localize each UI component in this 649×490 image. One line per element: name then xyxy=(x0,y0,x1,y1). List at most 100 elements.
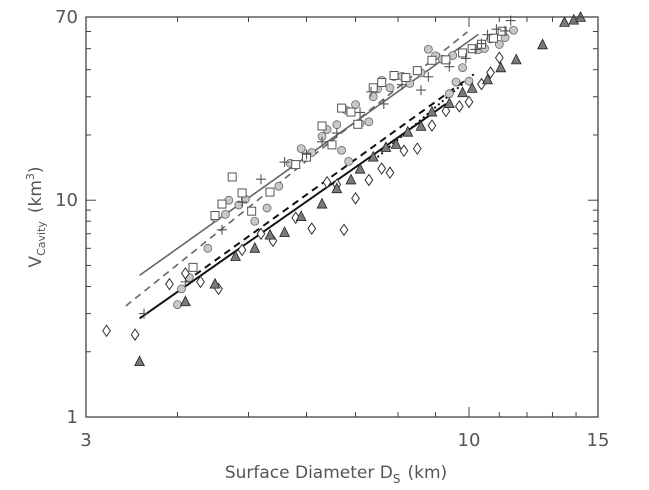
x-axis-title: Surface Diameter DS (km) xyxy=(225,463,447,486)
plus-marker xyxy=(476,38,487,49)
triangle-marker xyxy=(179,295,191,307)
axis-ticks xyxy=(85,16,599,418)
plus-marker xyxy=(139,308,150,319)
circle-marker xyxy=(364,117,374,127)
square-marker xyxy=(337,103,347,113)
triangle-marker xyxy=(415,120,427,131)
diamond-marker xyxy=(351,191,360,205)
triangle-marker xyxy=(331,182,343,194)
diamond-marker xyxy=(165,277,174,291)
triangle-marker xyxy=(402,125,414,137)
square-marker xyxy=(227,172,237,182)
y-axis-title-unit-sup: 3 xyxy=(24,173,37,180)
square-marker xyxy=(317,121,327,131)
plus-marker xyxy=(491,24,502,35)
diamond-marker xyxy=(464,95,474,109)
plus-marker xyxy=(355,107,366,118)
square-marker xyxy=(237,188,247,198)
triangle-marker xyxy=(390,137,402,149)
square-marker xyxy=(412,66,422,76)
square-marker xyxy=(427,55,437,65)
diamond-marker xyxy=(322,175,332,189)
diamond-marker xyxy=(307,222,317,235)
plot-area xyxy=(102,11,587,367)
triangle-marker xyxy=(354,162,366,174)
diamond-marker xyxy=(364,173,374,187)
triangle-marker xyxy=(249,241,261,253)
plus-marker xyxy=(317,136,328,147)
square-marker xyxy=(353,119,363,129)
triangle-marker xyxy=(510,53,522,65)
plus-marker xyxy=(301,149,312,160)
square-marker xyxy=(217,199,227,209)
plus-marker xyxy=(366,86,377,97)
diamond-marker xyxy=(196,275,205,289)
x-tick-label: 15 xyxy=(587,430,610,451)
plus-marker xyxy=(500,25,511,36)
circle-marker xyxy=(337,145,347,155)
diamond-marker xyxy=(291,211,301,225)
triangle-marker xyxy=(380,141,392,152)
diamond-marker xyxy=(102,324,111,338)
triangle-marker xyxy=(230,250,241,261)
diamond-marker xyxy=(441,104,451,118)
triangle-marker xyxy=(559,16,570,27)
circle-marker xyxy=(368,92,378,102)
triangle-marker xyxy=(367,150,379,162)
circle-marker xyxy=(458,63,467,72)
circle-marker xyxy=(177,284,186,294)
diamond-marker xyxy=(256,227,266,241)
diamond-marker xyxy=(399,144,409,158)
plus-marker xyxy=(416,85,427,96)
fit-line xyxy=(138,103,447,320)
y-axis-title-unit: (km xyxy=(26,180,46,213)
diamond-marker xyxy=(454,99,464,113)
square-marker xyxy=(247,206,257,216)
triangle-marker xyxy=(279,226,291,237)
diamond-marker xyxy=(385,166,395,180)
square-marker xyxy=(291,160,301,170)
circle-marker xyxy=(444,89,454,99)
diamond-marker xyxy=(377,162,387,175)
square-marker xyxy=(346,107,356,117)
triangle-marker xyxy=(457,86,469,98)
x-tick-label: 10 xyxy=(458,430,481,451)
diamond-marker xyxy=(494,51,504,65)
y-tick-label: 10 xyxy=(55,190,78,211)
plus-marker xyxy=(482,29,493,40)
circle-marker xyxy=(464,76,474,86)
plus-marker xyxy=(255,174,266,185)
plus-marker xyxy=(279,157,290,168)
diamond-marker xyxy=(486,66,495,79)
diamond-marker xyxy=(412,142,422,155)
y-tick-label: 1 xyxy=(67,407,78,428)
circle-marker xyxy=(203,243,213,253)
x-axis-title-unit: (km) xyxy=(407,463,447,483)
circle-marker xyxy=(250,216,260,226)
circle-marker xyxy=(173,300,182,309)
y-axis-title-main: V xyxy=(26,256,46,268)
triangle-marker xyxy=(495,61,507,73)
diamond-marker xyxy=(180,266,190,280)
circle-marker xyxy=(221,210,230,219)
x-tick-label: 3 xyxy=(80,430,91,451)
plus-marker xyxy=(460,53,471,64)
plus-marker xyxy=(378,98,389,109)
triangle-marker xyxy=(482,73,493,85)
diamond-marker xyxy=(130,328,140,341)
triangle-marker xyxy=(345,173,357,185)
square-marker xyxy=(188,262,198,272)
triangle-marker xyxy=(209,277,221,289)
circle-marker xyxy=(509,25,518,35)
circle-marker xyxy=(274,181,284,191)
circle-marker xyxy=(344,157,354,166)
plus-marker xyxy=(470,44,481,55)
triangle-marker xyxy=(537,38,548,50)
x-axis-title-sub: S xyxy=(393,472,401,486)
square-marker xyxy=(265,187,275,197)
triangle-marker xyxy=(466,81,478,93)
y-axis-title: VCavity (km3) xyxy=(24,166,48,267)
triangle-marker xyxy=(134,355,146,367)
triangle-marker xyxy=(295,210,307,222)
square-marker xyxy=(401,73,411,83)
